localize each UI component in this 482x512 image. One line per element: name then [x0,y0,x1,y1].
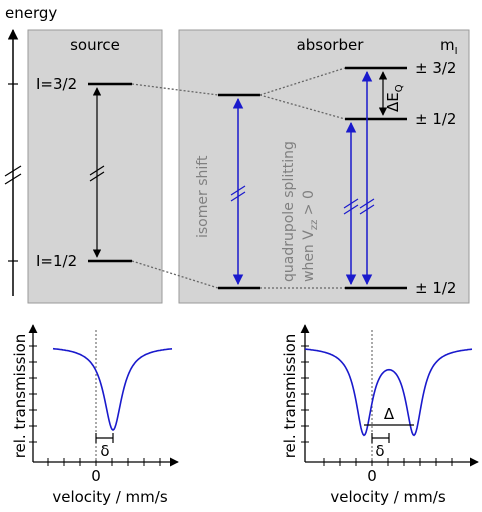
axis-break-mark [4,165,22,177]
right-zero-label: 0 [367,467,377,485]
left-delta-label: δ [100,442,109,460]
ml-label: mI [440,36,458,57]
right-xlabel: velocity / mm/s [330,488,445,506]
quadrupole-label-line2: when Vzz > 0 [301,190,320,282]
spectrum-right: Δ δ 0 velocity / mm/s rel. transmission [281,324,479,506]
right-delta-label: δ [375,442,384,460]
source-title: source [70,36,120,54]
quadrupole-label-line1: quadrupole splitting [281,141,297,282]
level-connectors [131,67,346,289]
right-ylabel: rel. transmission [281,334,299,459]
level-label-12: ± 1/2 [415,110,456,128]
left-xlabel: velocity / mm/s [52,488,167,506]
isomer-shift-label: isomer shift [195,155,211,238]
right-splitting-label: Δ [384,405,395,423]
energy-axis-label: energy [5,4,57,22]
source-level-upper-label: I=3/2 [36,75,77,93]
absorber-title: absorber [297,36,365,54]
left-ylabel: rel. transmission [11,334,29,459]
left-absorption-curve [52,347,173,431]
energy-axis: energy [4,4,57,296]
source-level-lower-label: I=1/2 [36,252,77,270]
source-panel: source I=3/2 I=1/2 [27,29,163,304]
left-zero-label: 0 [91,467,101,485]
spectrum-left: δ 0 velocity / mm/s rel. transmission [11,324,179,506]
level-label-32: ± 3/2 [415,59,456,77]
level-label-ground: ± 1/2 [415,279,456,297]
absorber-panel: absorber mI ± 3/2 ± 1/2 ± 1/2 ΔEQ isomer… [178,29,470,304]
delta-eq-label: ΔEQ [384,84,405,112]
right-absorption-curve [304,348,473,437]
